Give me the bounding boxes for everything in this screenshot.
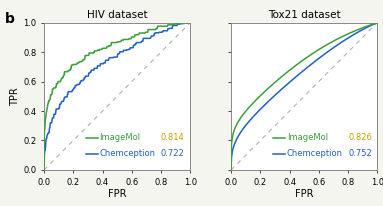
Y-axis label: TPR: TPR [10, 87, 20, 106]
Text: 0.752: 0.752 [348, 149, 372, 158]
Text: ImageMol: ImageMol [100, 133, 141, 142]
Title: Tox21 dataset: Tox21 dataset [268, 11, 340, 20]
Text: 0.826: 0.826 [348, 133, 372, 142]
Text: Chemception: Chemception [286, 149, 343, 158]
Text: Chemception: Chemception [100, 149, 155, 158]
Text: b: b [5, 12, 15, 26]
Title: HIV dataset: HIV dataset [87, 11, 147, 20]
X-axis label: FPR: FPR [108, 189, 126, 199]
Text: ImageMol: ImageMol [286, 133, 328, 142]
Text: 0.722: 0.722 [161, 149, 185, 158]
X-axis label: FPR: FPR [295, 189, 313, 199]
Text: 0.814: 0.814 [161, 133, 185, 142]
